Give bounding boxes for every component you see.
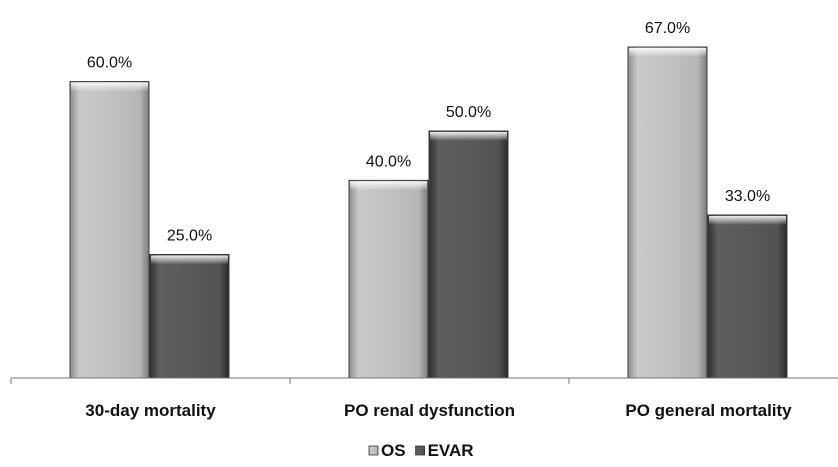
bar-os-3 (627, 46, 708, 379)
value-label-evar-3: 33.0% (725, 188, 770, 205)
legend-label-os: OS (381, 441, 406, 460)
bar-evar-2 (428, 130, 509, 379)
legend: OS EVAR (368, 441, 474, 460)
bar-bevel-evar-2 (430, 131, 507, 141)
value-label-evar-1: 25.0% (167, 227, 212, 244)
legend-swatch-os (368, 445, 379, 456)
category-label-1: 30-day mortality (85, 401, 216, 420)
x-axis (10, 377, 838, 384)
bar-os-2 (348, 179, 429, 379)
legend-swatch-evar (415, 445, 425, 456)
bar-evar-1 (149, 253, 230, 379)
bar-bevel-os-2 (350, 181, 427, 191)
category-label-2: PO renal dysfunction (344, 401, 515, 420)
value-label-os-3: 67.0% (645, 20, 690, 37)
legend-label-evar: EVAR (428, 441, 474, 460)
bars-layer (69, 46, 788, 379)
bar-evar-3 (707, 214, 788, 379)
value-label-evar-2: 50.0% (446, 104, 491, 121)
bar-bevel-os-3 (629, 48, 706, 57)
bar-bevel-evar-1 (151, 255, 228, 265)
value-label-os-2: 40.0% (366, 153, 411, 170)
bar-os-1 (69, 81, 150, 379)
bar-bevel-evar-3 (709, 215, 786, 225)
value-labels-layer: 60.0% 25.0% 40.0% 50.0% 67.0% 33.0% (87, 20, 770, 244)
category-labels-layer: 30-day mortality PO renal dysfunction PO g… (85, 401, 792, 420)
value-label-os-1: 60.0% (87, 55, 132, 72)
bar-bevel-os-1 (71, 82, 148, 92)
category-label-3: PO general mortality (625, 401, 792, 420)
